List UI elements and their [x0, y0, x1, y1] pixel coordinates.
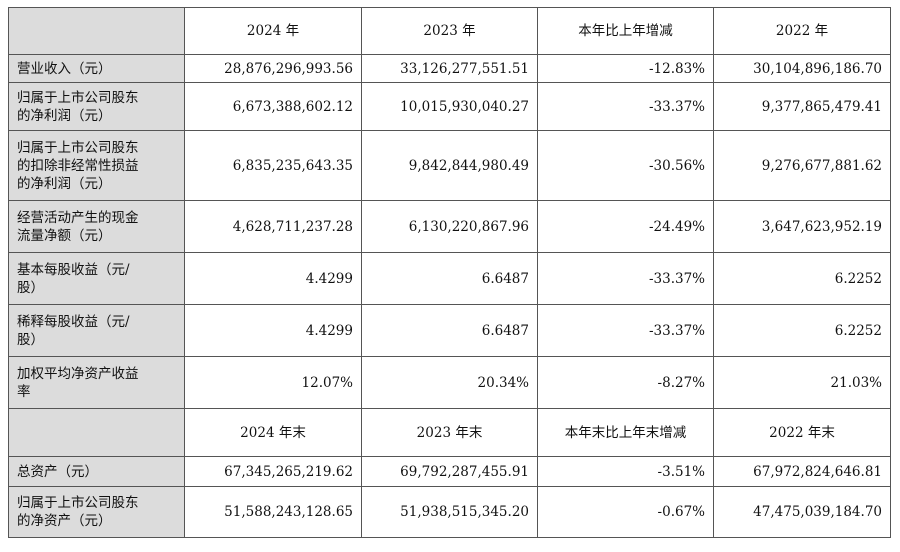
row-label-line: 的扣除非经常性损益 — [17, 157, 139, 174]
row-label-line: 的净利润（元） — [17, 175, 112, 192]
table-cell: -12.83% — [537, 54, 714, 83]
column-header: 2022 年 — [713, 7, 891, 55]
table-cell: -30.56% — [537, 130, 714, 201]
table-cell: 6.6487 — [361, 252, 538, 305]
table-row: 经营活动产生的现金 流量净额（元） 4,628,711,237.28 6,130… — [8, 200, 891, 253]
column-header: 2023 年末 — [361, 408, 538, 457]
table-cell: 9,842,844,980.49 — [361, 130, 538, 201]
header-corner-cell — [8, 7, 185, 55]
row-label: 稀释每股收益（元/ 股） — [8, 304, 185, 357]
table-cell: -8.27% — [537, 356, 714, 409]
table-cell: 9,276,677,881.62 — [713, 130, 891, 201]
row-label-line: 流量净额（元） — [17, 227, 112, 244]
table-cell: -33.37% — [537, 304, 714, 357]
table-cell: 6.6487 — [361, 304, 538, 357]
table-row: 归属于上市公司股东 的扣除非经常性损益 的净利润（元） 6,835,235,64… — [8, 130, 891, 201]
row-label: 归属于上市公司股东 的净利润（元） — [8, 82, 185, 131]
row-label-line: 股） — [17, 279, 44, 296]
row-label-line: 股） — [17, 331, 44, 348]
row-label: 归属于上市公司股东 的净资产（元） — [8, 486, 185, 538]
column-header: 本年末比上年末增减 — [537, 408, 714, 457]
row-label-line: 加权平均净资产收益 — [17, 365, 139, 382]
table-cell: 30,104,896,186.70 — [713, 54, 891, 83]
table-cell: 67,345,265,219.62 — [184, 456, 362, 487]
table-cell: 6,673,388,602.12 — [184, 82, 362, 131]
row-label: 经营活动产生的现金 流量净额（元） — [8, 200, 185, 253]
table-cell: 21.03% — [713, 356, 891, 409]
table-cell: 69,792,287,455.91 — [361, 456, 538, 487]
row-label-line: 基本每股收益（元/ — [17, 261, 130, 278]
table-cell: -33.37% — [537, 82, 714, 131]
row-label-line: 的净资产（元） — [17, 513, 112, 529]
table-row: 归属于上市公司股东 的净利润（元） 6,673,388,602.12 10,01… — [8, 82, 891, 131]
header-corner-cell — [8, 408, 185, 457]
table-cell: 6.2252 — [713, 304, 891, 357]
row-label: 总资产（元） — [8, 456, 185, 487]
column-header: 2023 年 — [361, 7, 538, 55]
table-header-row: 2024 年末 2023 年末 本年末比上年末增减 2022 年末 — [8, 408, 891, 457]
row-label: 营业收入（元） — [8, 54, 185, 83]
table-row: 归属于上市公司股东 的净资产（元） 51,588,243,128.65 51,9… — [8, 486, 891, 538]
table-cell: -33.37% — [537, 252, 714, 305]
table-row: 稀释每股收益（元/ 股） 4.4299 6.6487 -33.37% 6.225… — [8, 304, 891, 357]
table-cell: 9,377,865,479.41 — [713, 82, 891, 131]
column-header: 本年比上年增减 — [537, 7, 714, 55]
table-row: 总资产（元） 67,345,265,219.62 69,792,287,455.… — [8, 456, 891, 487]
financial-summary-table: 2024 年 2023 年 本年比上年增减 2022 年 营业收入（元） 28,… — [8, 7, 891, 538]
table-cell: -0.67% — [537, 486, 714, 538]
table-row: 加权平均净资产收益 率 12.07% 20.34% -8.27% 21.03% — [8, 356, 891, 409]
row-label-line: 经营活动产生的现金 — [17, 209, 139, 226]
table-header-row: 2024 年 2023 年 本年比上年增减 2022 年 — [8, 7, 891, 55]
column-header: 2022 年末 — [713, 408, 891, 457]
table-cell: 67,972,824,646.81 — [713, 456, 891, 487]
table-cell: -3.51% — [537, 456, 714, 487]
table-cell: 12.07% — [184, 356, 362, 409]
table-cell: 20.34% — [361, 356, 538, 409]
row-label-line: 归属于上市公司股东 — [17, 139, 139, 156]
table-cell: 3,647,623,952.19 — [713, 200, 891, 253]
table-cell: 6,835,235,643.35 — [184, 130, 362, 201]
row-label: 归属于上市公司股东 的扣除非经常性损益 的净利润（元） — [8, 130, 185, 201]
row-label-line: 的净利润（元） — [17, 107, 112, 124]
table-row: 营业收入（元） 28,876,296,993.56 33,126,277,551… — [8, 54, 891, 83]
row-label-line: 归属于上市公司股东 — [17, 89, 139, 106]
row-label-line: 营业收入（元） — [17, 60, 112, 77]
table-cell: 4.4299 — [184, 304, 362, 357]
table-cell: 10,015,930,040.27 — [361, 82, 538, 131]
column-header: 2024 年 — [184, 7, 362, 55]
table-cell: 51,588,243,128.65 — [184, 486, 362, 538]
table-cell: 6.2252 — [713, 252, 891, 305]
row-label-line: 总资产（元） — [17, 463, 98, 480]
table-cell: 28,876,296,993.56 — [184, 54, 362, 83]
table-cell: 6,130,220,867.96 — [361, 200, 538, 253]
column-header: 2024 年末 — [184, 408, 362, 457]
row-label: 加权平均净资产收益 率 — [8, 356, 185, 409]
table-row: 基本每股收益（元/ 股） 4.4299 6.6487 -33.37% 6.225… — [8, 252, 891, 305]
row-label-line: 稀释每股收益（元/ — [17, 313, 130, 330]
row-label: 基本每股收益（元/ 股） — [8, 252, 185, 305]
table-cell: 33,126,277,551.51 — [361, 54, 538, 83]
row-label-line: 率 — [17, 383, 31, 400]
table-cell: 4.4299 — [184, 252, 362, 305]
table-cell: 47,475,039,184.70 — [713, 486, 891, 538]
table-cell: 4,628,711,237.28 — [184, 200, 362, 253]
table-cell: 51,938,515,345.20 — [361, 486, 538, 538]
row-label-line: 归属于上市公司股东 — [17, 495, 139, 511]
table-cell: -24.49% — [537, 200, 714, 253]
